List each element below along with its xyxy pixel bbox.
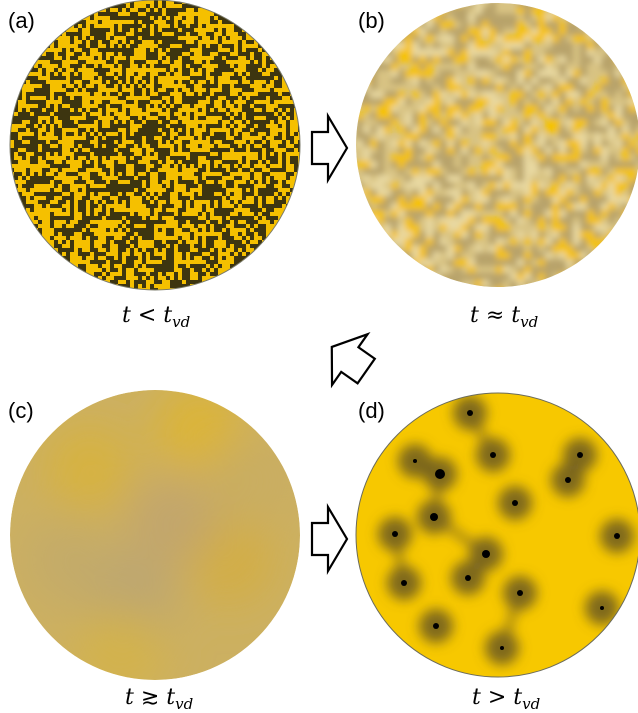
panel-a-rim: [9, 0, 301, 291]
panel-b-disk: [356, 3, 638, 287]
panel-c-disk: [10, 390, 300, 680]
caption-d: t > tvd: [472, 685, 540, 713]
panel-label-c: (c): [8, 398, 34, 423]
caption-c: t ≳ tvd: [125, 685, 193, 713]
caption-a: t < tvd: [122, 303, 190, 331]
down-left-arrow: [330, 331, 377, 389]
panel-label-a: (a): [8, 8, 35, 33]
panel-d-rim: [355, 392, 638, 678]
panel-label-d: (d): [358, 398, 385, 423]
caption-b: t ≈ tvd: [470, 303, 538, 331]
right-arrow-bottom: [310, 502, 349, 576]
panel-d-disk: [356, 393, 638, 677]
right-arrow-top: [310, 111, 349, 185]
panel-label-b: (b): [358, 8, 385, 33]
